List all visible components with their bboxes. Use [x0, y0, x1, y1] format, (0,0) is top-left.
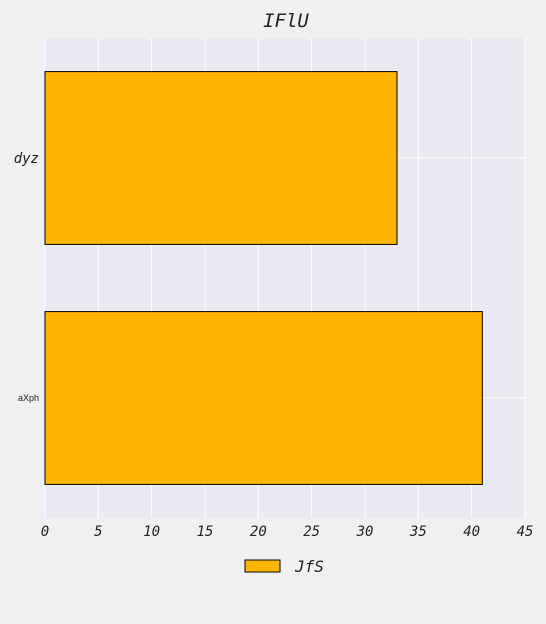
x-axis-ticks: 0 5 10 15 20 25 30 35 40 45	[41, 524, 534, 540]
bar-dyz	[44, 71, 398, 245]
bar-aXph	[44, 311, 483, 485]
x-tick-label: 35	[409, 524, 427, 540]
x-tick-label: 0	[41, 524, 49, 540]
x-tick-label: 5	[94, 524, 102, 540]
x-tick-label: 30	[356, 524, 374, 540]
x-tick-label: 45	[517, 524, 534, 540]
chart-title: IFlU	[263, 10, 309, 32]
x-tick-label: 20	[250, 524, 267, 540]
legend-label: JfS	[294, 557, 324, 576]
x-tick-label: 15	[197, 524, 214, 540]
legend: JfS	[244, 557, 324, 576]
legend-swatch	[244, 559, 281, 573]
y-axis-categories: dyz aXph	[14, 151, 39, 403]
x-tick-label: 25	[303, 524, 320, 540]
y-category-label: dyz	[14, 151, 39, 167]
x-tick-label: 10	[143, 524, 160, 540]
bars	[44, 71, 483, 485]
x-tick-label: 40	[463, 524, 480, 540]
y-category-label: aXph	[18, 393, 39, 403]
